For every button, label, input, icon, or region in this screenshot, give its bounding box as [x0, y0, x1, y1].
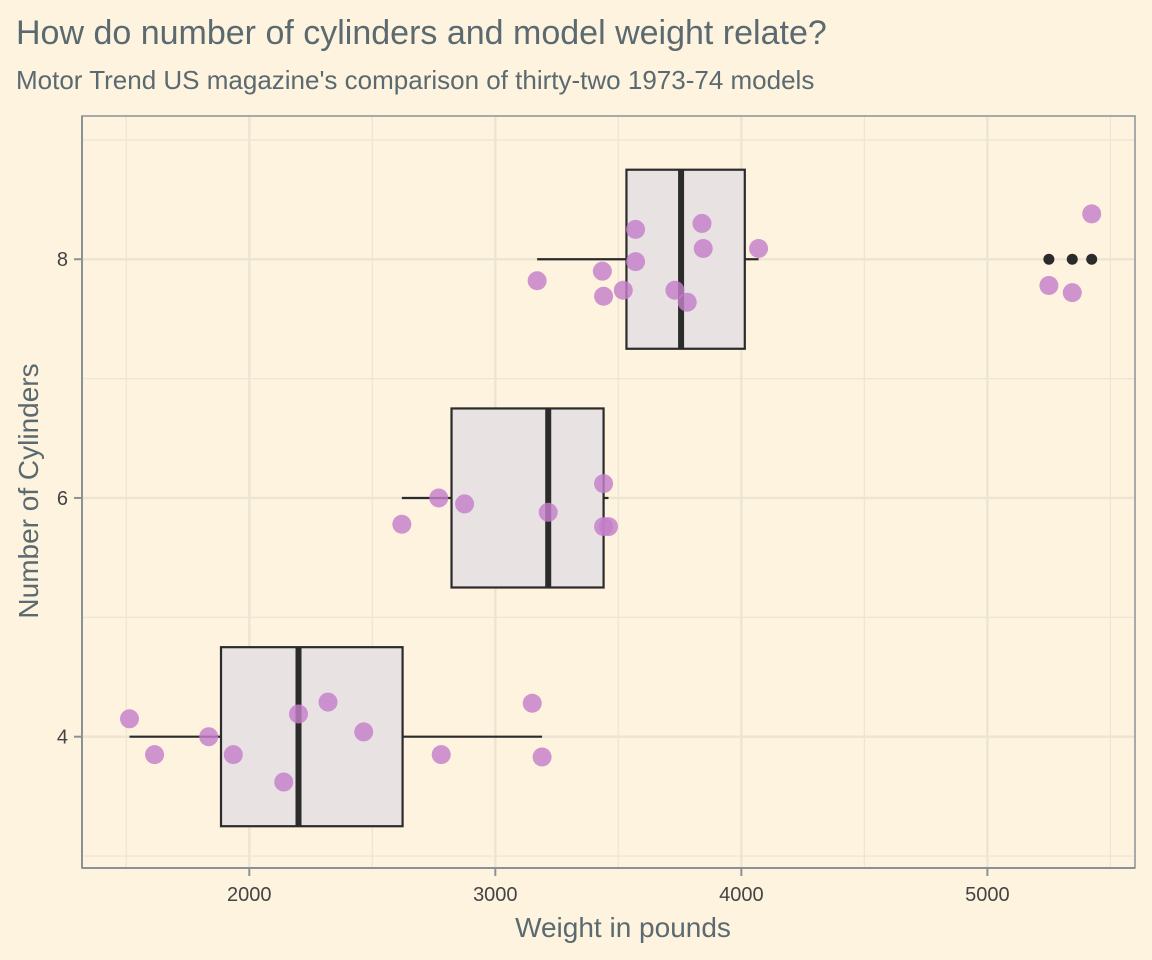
outlier-point: [1043, 253, 1055, 265]
x-tick-label: 2000: [227, 884, 272, 906]
data-point: [274, 772, 294, 792]
y-tick-label: 8: [57, 249, 68, 271]
data-point: [431, 745, 451, 765]
chart-subtitle: Motor Trend US magazine's comparison of …: [16, 65, 814, 95]
outlier-point: [1066, 253, 1078, 265]
data-point: [599, 517, 618, 537]
y-tick-label: 4: [57, 727, 68, 749]
data-point: [318, 692, 338, 712]
data-point: [289, 704, 309, 724]
data-point: [538, 502, 558, 522]
y-axis-title: Number of Cylinders: [13, 363, 44, 618]
data-point: [594, 474, 614, 494]
data-point: [429, 488, 449, 508]
data-point: [527, 271, 547, 291]
y-tick-label: 6: [57, 488, 68, 510]
x-tick-label: 4000: [719, 884, 764, 906]
box-cyl-4: [129, 646, 543, 828]
data-point: [354, 722, 374, 742]
data-point: [145, 745, 165, 765]
data-point: [532, 747, 552, 767]
data-point: [749, 238, 769, 258]
data-point: [693, 238, 713, 258]
data-point: [522, 693, 542, 713]
data-point: [223, 745, 243, 765]
data-point: [1082, 204, 1102, 224]
data-point: [1062, 283, 1082, 303]
box-iqr: [450, 407, 605, 589]
panel-border: [81, 115, 1136, 869]
data-point: [665, 280, 685, 300]
data-point: [626, 219, 646, 239]
points: [119, 204, 1102, 792]
box-iqr: [219, 646, 404, 828]
data-point: [455, 494, 475, 514]
data-point: [392, 514, 412, 534]
data-point: [1039, 275, 1059, 295]
data-point: [199, 727, 219, 747]
x-tick-label: 3000: [473, 884, 518, 906]
data-point: [592, 261, 612, 281]
data-point: [119, 709, 139, 729]
data-point: [677, 292, 697, 312]
data-point: [626, 252, 646, 272]
x-axis-title: Weight in pounds: [515, 912, 731, 943]
data-point: [594, 286, 614, 306]
chart-title: How do number of cylinders and model wei…: [16, 14, 827, 52]
data-point: [613, 280, 633, 300]
outlier-point: [1086, 253, 1098, 265]
x-tick-label: 5000: [965, 884, 1010, 906]
axes: 2000 3000 4000 5000 4 6 8: [57, 115, 1136, 906]
box-cyl-6: [401, 407, 609, 589]
data-point: [692, 213, 712, 233]
